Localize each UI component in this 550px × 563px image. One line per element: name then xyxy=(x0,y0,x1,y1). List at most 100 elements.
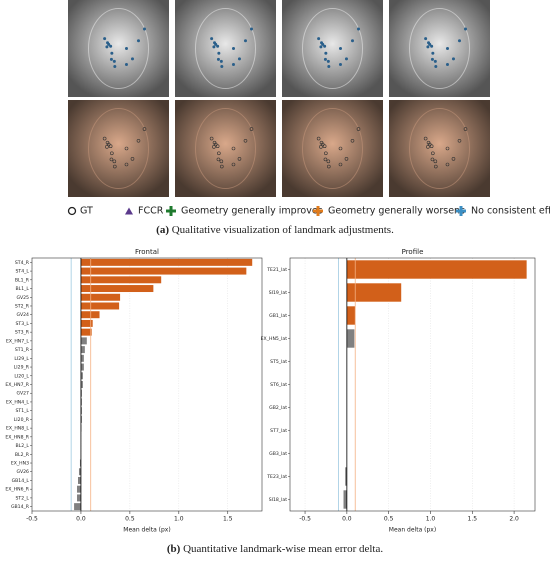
y-tick-label: LI20_L xyxy=(14,373,29,379)
bar xyxy=(344,490,347,508)
y-tick-label: GV25 xyxy=(16,295,29,301)
landmark xyxy=(220,60,223,63)
y-tick-label: ST5_lat xyxy=(270,359,287,365)
landmark xyxy=(446,47,449,50)
caption: (b) Quantitative landmark-wise mean erro… xyxy=(167,543,384,555)
legend-marker xyxy=(166,206,176,216)
y-tick-label: SI19_lat xyxy=(269,290,288,296)
face-image xyxy=(175,0,276,97)
y-tick-label: EX_HN4_L xyxy=(6,399,29,405)
landmark xyxy=(339,47,342,50)
caption-text: Quantitative landmark-wise mean error de… xyxy=(183,543,383,555)
y-tick-label: BL1_R xyxy=(15,277,30,283)
caption-text: Qualitative visualization of landmark ad… xyxy=(172,224,394,236)
landmark xyxy=(113,65,116,68)
legend-label: GT xyxy=(80,206,93,217)
y-tick-label: GV24 xyxy=(16,312,29,318)
landmark xyxy=(323,45,326,48)
face-image xyxy=(389,100,490,197)
bar xyxy=(347,329,355,347)
landmark xyxy=(213,41,216,44)
legend-label: Geometry generally improves xyxy=(181,206,323,217)
landmark xyxy=(351,39,354,42)
landmark xyxy=(106,41,109,44)
y-tick-label: ST3_R xyxy=(15,330,30,336)
face-image xyxy=(175,100,276,197)
y-tick-label: LI29_R xyxy=(14,365,30,371)
y-tick-label: LI20_R xyxy=(14,417,30,423)
bar xyxy=(347,260,527,278)
x-tick-label: 0.0 xyxy=(342,516,352,523)
face-image xyxy=(389,0,490,97)
bar xyxy=(81,364,84,371)
x-tick-label: -0.5 xyxy=(26,516,38,523)
y-tick-label: GB3_lat xyxy=(269,451,287,457)
landmark xyxy=(110,58,113,61)
landmark xyxy=(324,58,327,61)
y-tick-label: BL2_L xyxy=(16,443,30,449)
landmark xyxy=(103,37,106,40)
legend-marker xyxy=(125,208,133,215)
chart-title: Profile xyxy=(402,248,424,256)
y-tick-label: ST7_lat xyxy=(270,428,287,434)
landmark xyxy=(137,39,140,42)
legend: GT FCCR Geometry generally improves Geom… xyxy=(69,206,550,217)
y-tick-label: ST1_R xyxy=(15,347,30,353)
face-image xyxy=(68,0,169,97)
landmark xyxy=(339,63,342,66)
y-tick-label: EX_HN8_L xyxy=(6,426,29,432)
landmark xyxy=(217,52,220,55)
landmark xyxy=(446,63,449,66)
bar xyxy=(77,486,81,493)
landmark xyxy=(110,52,113,55)
landmark xyxy=(324,52,327,55)
landmark xyxy=(131,57,134,60)
x-axis-label: Mean delta (px) xyxy=(389,527,436,534)
bar xyxy=(74,503,81,510)
landmark xyxy=(232,63,235,66)
y-tick-label: TE23_lat xyxy=(266,474,287,480)
landmark xyxy=(458,39,461,42)
landmark xyxy=(327,60,330,63)
y-tick-label: GV27 xyxy=(16,391,29,397)
landmark xyxy=(320,41,323,44)
landmark xyxy=(431,58,434,61)
y-tick-label: ST4_L xyxy=(15,269,29,275)
x-tick-label: 0.0 xyxy=(76,516,86,523)
legend-label: FCCR xyxy=(138,206,164,217)
bar xyxy=(81,276,161,283)
landmark xyxy=(319,45,322,48)
y-tick-label: GV26 xyxy=(16,469,29,475)
landmark xyxy=(143,28,146,31)
landmark xyxy=(452,57,455,60)
bar xyxy=(81,302,119,309)
y-tick-label: EX_HN7_R xyxy=(5,382,29,388)
bar xyxy=(81,337,87,344)
x-tick-label: 0.5 xyxy=(125,516,135,523)
x-tick-label: 1.5 xyxy=(223,516,233,523)
landmark xyxy=(210,37,213,40)
bar xyxy=(81,268,246,275)
landmark xyxy=(244,39,247,42)
landmark xyxy=(426,45,429,48)
y-tick-label: TE21_lat xyxy=(266,267,287,273)
y-tick-label: ST2_L xyxy=(15,495,29,501)
y-tick-label: ST1_L xyxy=(15,408,29,414)
bar xyxy=(78,477,81,484)
landmark xyxy=(434,65,437,68)
y-tick-label: BL1_L xyxy=(16,286,30,292)
landmark xyxy=(113,60,116,63)
x-tick-label: -0.5 xyxy=(299,516,311,523)
landmark xyxy=(345,57,348,60)
landmark xyxy=(109,45,112,48)
bar xyxy=(81,294,120,301)
face-image xyxy=(282,0,383,97)
y-tick-label: GB14_R xyxy=(11,504,30,510)
landmark xyxy=(434,60,437,63)
landmark xyxy=(238,57,241,60)
landmark xyxy=(232,47,235,50)
